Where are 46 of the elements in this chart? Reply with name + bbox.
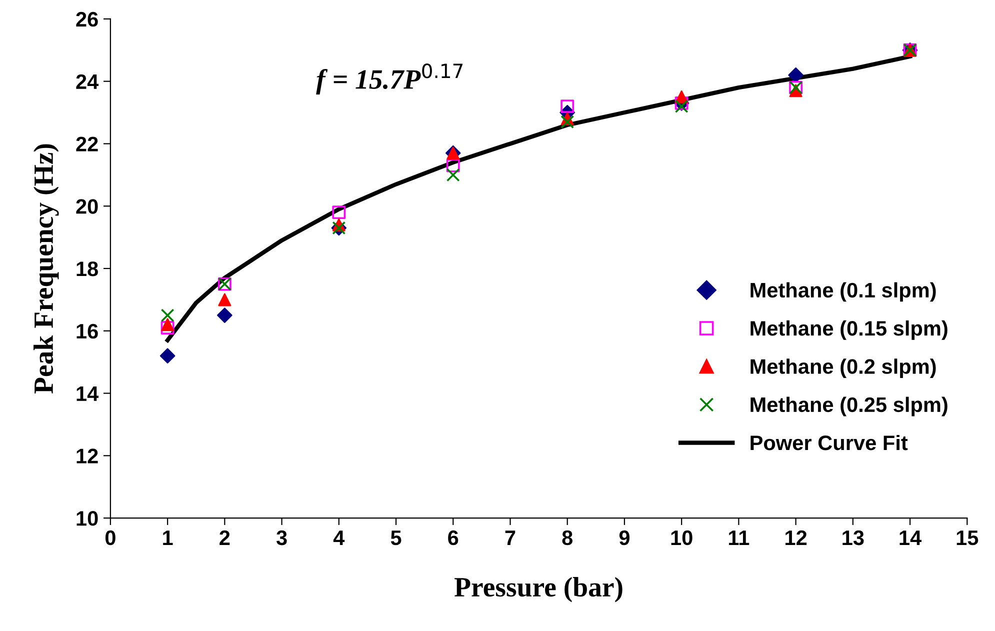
point [160,348,176,364]
point [446,158,460,172]
y-tick-label: 12 [76,448,98,464]
x-tick-label: 15 [956,530,978,546]
x-tick-label: 8 [562,530,573,546]
point [788,67,804,83]
point [674,100,688,113]
x-tick-label: 6 [448,530,458,546]
point [160,308,174,322]
y-tick-label: 24 [76,74,99,89]
legend-label: Methane (0.15 slpm) [750,320,948,340]
x-tick-label: 12 [786,530,807,545]
y-tick-label: 10 [76,511,98,526]
x-axis-title: Pressure (bar) [454,577,622,602]
point [217,308,232,323]
x-tick-label: 7 [505,530,516,545]
y-tick-label: 22 [76,136,98,152]
point [446,168,460,182]
point [218,293,232,306]
x-tick-label: 4 [333,530,345,545]
point [332,206,346,220]
y-tick-label: 20 [76,199,98,214]
annotation: f = 15.7P$^{0.17}$ [316,64,462,95]
x-tick-label: 14 [900,530,922,545]
point [160,321,174,334]
x-tick-label: 5 [390,530,402,546]
x-tick-label: 2 [220,530,230,545]
y-tick-label: 26 [76,12,98,27]
y-tick-label: 18 [76,261,98,276]
x-tick-label: 13 [842,530,864,546]
y-tick-label: 16 [76,324,98,339]
legend-label: Methane (0.1 slpm) [750,282,936,302]
point [560,115,574,129]
x-tick-label: 0 [105,530,116,546]
x-tick-label: 3 [276,530,287,546]
x-tick-label: 9 [619,530,630,546]
x-tick-label: 11 [728,530,750,545]
x-tick-label: 1 [163,530,173,545]
legend-label: Power Curve Fit [750,434,908,450]
point [161,318,174,332]
y-tick-label: 14 [76,386,99,401]
point [560,100,574,113]
x-tick-label: 10 [671,530,692,546]
legend-label: Methane (0.2 slpm) [750,358,936,378]
y-axis-title: Peak Frequency (Hz) [34,144,59,394]
legend-label: Methane (0.25 slpm) [750,396,948,416]
